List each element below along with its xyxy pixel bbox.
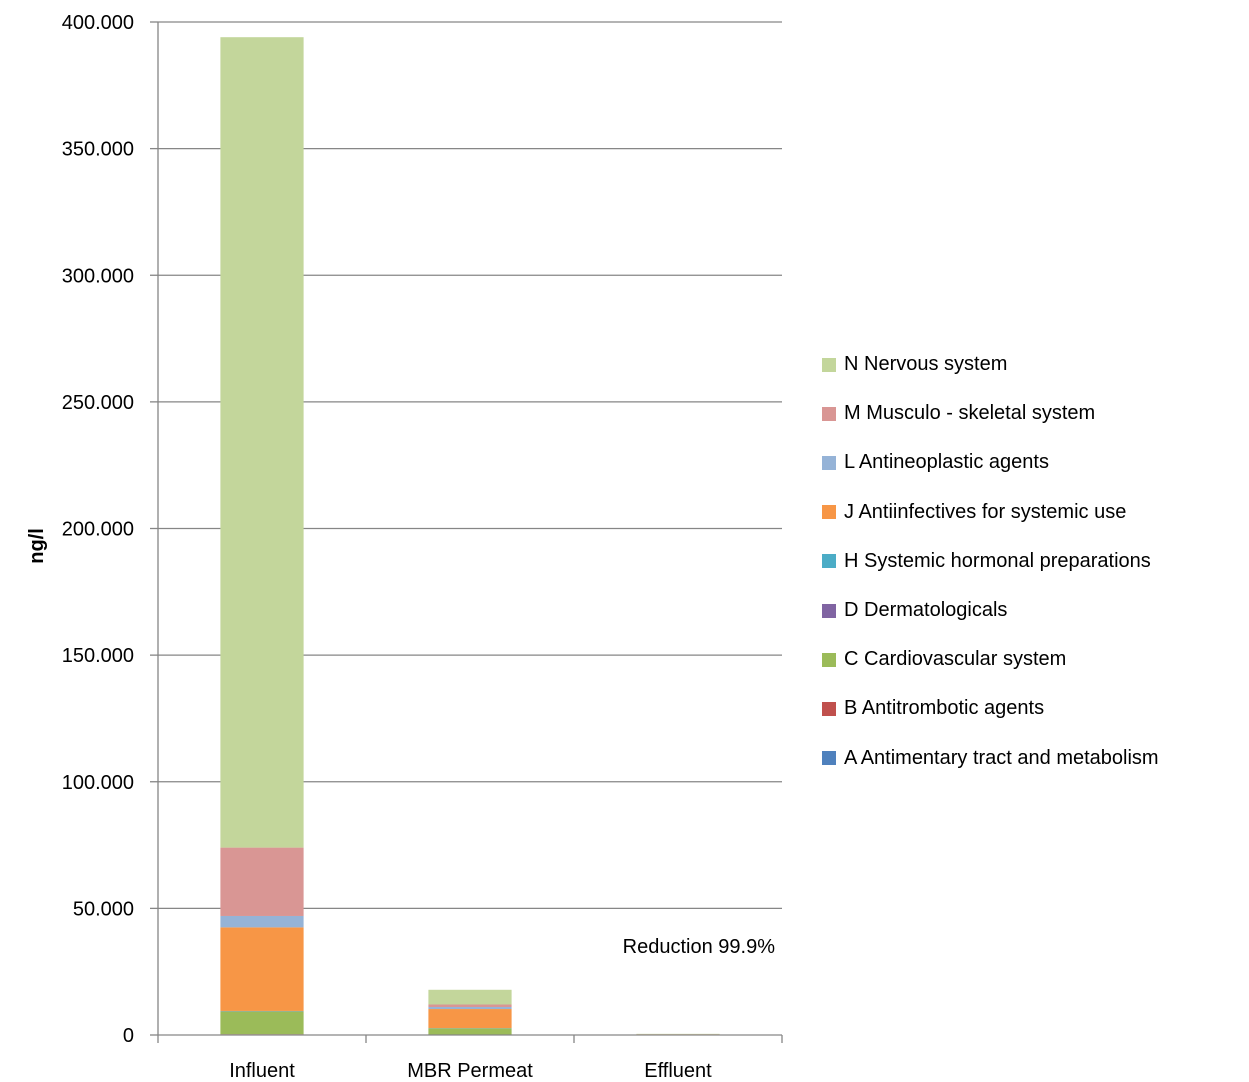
y-tick-label: 0 [123,1025,134,1047]
legend-label: H Systemic hormonal preparations [844,549,1151,572]
legend-label: B Antitrombotic agents [844,697,1045,720]
legend-swatch [822,357,836,372]
legend-swatch [822,406,836,421]
bar-segment [220,1011,304,1035]
x-tick-label: MBR Permeat [407,1060,533,1082]
x-tick-label: Effluent [644,1060,712,1082]
bar-segment [428,1004,512,1008]
legend-swatch [822,701,836,716]
legend-item: M Musculo - skeletal system [822,389,1247,438]
bars [220,37,720,1035]
y-tick-label: 50.000 [73,898,134,920]
legend-label: M Musculo - skeletal system [844,402,1096,425]
reduction-annotation: Reduction 99.9% [623,936,776,958]
bar-segment [220,927,304,1011]
axes: 0 50.000 100.000 150.000 200.000 250.000 300.0… [62,12,783,1082]
y-tick-label: 250.000 [62,392,134,414]
bar-segment [220,915,304,928]
legend-item: H Systemic hormonal preparations [822,537,1247,586]
legend-swatch [822,554,836,569]
bar-segment [428,1028,512,1035]
legend-swatch [822,751,836,766]
legend-swatch [822,603,836,618]
legend-label: J Antiinfectives for systemic use [844,500,1127,523]
legend-item: D Dermatologicals [822,586,1247,635]
y-tick-label: 100.000 [62,772,134,794]
legend-item: L Antineoplastic agents [822,438,1247,487]
y-tick-label: 150.000 [62,645,134,667]
legend-swatch [822,652,836,667]
legend: N Nervous system M Musculo - skeletal sys… [822,340,1247,783]
y-tick-label: 350.000 [62,139,134,161]
legend-item: B Antitrombotic agents [822,684,1247,733]
bar-segment [428,989,512,1005]
legend-label: D Dermatologicals [844,599,1008,622]
bar-segment [428,1009,512,1029]
legend-swatch [822,505,836,520]
legend-item: N Nervous system [822,340,1247,389]
legend-label: C Cardiovascular system [844,648,1067,671]
legend-label: A Antimentary tract and metabolism [844,746,1159,769]
x-tick-label: Influent [229,1060,295,1082]
y-tick-label: 400.000 [62,12,134,34]
y-tick-label: 200.000 [62,519,134,541]
legend-label: N Nervous system [844,353,1008,376]
legend-item: C Cardiovascular system [822,635,1247,684]
bar-segment [428,1007,512,1010]
y-axis-title: ng/l [26,528,48,564]
bar-segment [220,847,304,916]
legend-swatch [822,455,836,470]
bar-segment [220,37,304,848]
legend-label: L Antineoplastic agents [844,451,1049,474]
y-tick-label: 300.000 [62,265,134,287]
legend-item: J Antiinfectives for systemic use [822,488,1247,537]
legend-item: A Antimentary tract and metabolism [822,734,1247,783]
